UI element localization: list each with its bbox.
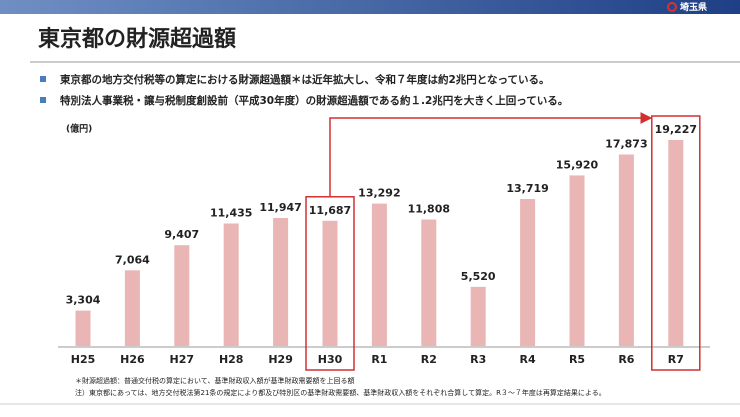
x-tick-label: H25 xyxy=(71,353,96,366)
data-label: 11,435 xyxy=(210,206,252,219)
data-label: 15,920 xyxy=(556,158,599,171)
x-tick-label: R6 xyxy=(618,353,634,366)
top-bar xyxy=(0,0,740,14)
data-label: 3,304 xyxy=(66,294,101,307)
data-label: 11,808 xyxy=(408,202,450,215)
bullet-marker xyxy=(40,76,46,82)
bar xyxy=(520,199,536,346)
bar xyxy=(470,286,486,346)
bar xyxy=(223,223,239,346)
x-tick-label: R5 xyxy=(569,353,585,366)
bar xyxy=(322,220,338,346)
data-label: 13,719 xyxy=(506,182,548,195)
footnote: ＊財源超過額：普通交付税の算定において、基準財政収入額が基準財政需要額を上回る額 xyxy=(75,376,354,385)
x-tick-label: R4 xyxy=(520,353,536,366)
bullet-marker xyxy=(40,97,46,103)
x-tick-label: R1 xyxy=(371,353,387,366)
x-tick-label: R2 xyxy=(421,353,437,366)
bar xyxy=(618,154,634,346)
data-label: 19,227 xyxy=(655,123,697,136)
slide-title: 東京都の財源超過額 xyxy=(38,26,236,52)
data-label: 5,520 xyxy=(461,270,496,283)
data-label: 11,687 xyxy=(309,204,351,217)
data-label: 13,292 xyxy=(358,187,400,200)
bar xyxy=(124,270,140,346)
logo-text: 埼玉県 xyxy=(680,1,707,13)
bar xyxy=(371,203,387,346)
x-tick-label: H29 xyxy=(268,353,293,366)
unit-label: (億円) xyxy=(66,123,92,135)
x-tick-label: H27 xyxy=(170,353,195,366)
comparison-arrow xyxy=(329,112,653,197)
footnote: 注）東京都にあっては、地方交付税法第21条の規定により都及び特別区の基準財政需要… xyxy=(75,388,606,397)
bar xyxy=(273,217,289,346)
x-tick-label: R7 xyxy=(668,353,684,366)
data-label: 17,873 xyxy=(605,138,647,151)
bar xyxy=(75,310,91,346)
bullet-text: 特別法人事業税・譲与税制度創設前（平成30年度）の財源超過額である約１.2兆円を… xyxy=(60,94,568,107)
highlight-box xyxy=(651,115,701,371)
x-tick-label: H30 xyxy=(318,353,343,366)
data-label: 9,407 xyxy=(164,228,199,241)
data-label: 11,947 xyxy=(259,201,301,214)
bar xyxy=(668,140,684,346)
bar xyxy=(174,245,190,346)
x-tick-label: H26 xyxy=(120,353,145,366)
data-label: 7,064 xyxy=(115,253,150,266)
x-tick-label: H28 xyxy=(219,353,244,366)
bar xyxy=(421,219,437,346)
bar xyxy=(569,175,585,346)
bullet-text: 東京都の地方交付税等の算定における財源超過額＊は近年拡大し、令和７年度は約2兆円… xyxy=(60,73,549,86)
logo-icon xyxy=(667,2,677,12)
x-tick-label: R3 xyxy=(470,353,486,366)
